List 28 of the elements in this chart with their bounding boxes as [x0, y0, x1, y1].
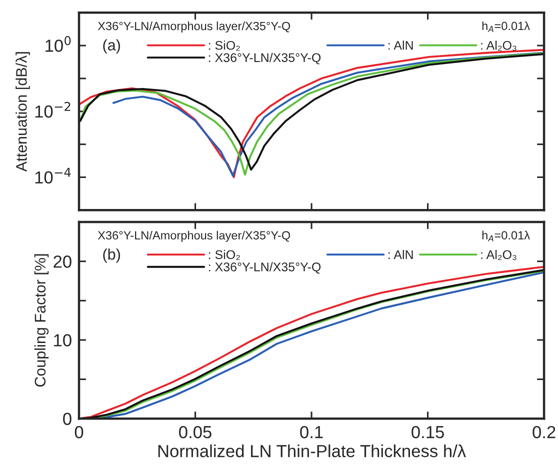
legend-label: : Al₂O₃	[481, 40, 516, 51]
y-tick-label: 10$^{−4}$	[35, 168, 71, 184]
x-tick-label: 0.05	[179, 426, 212, 438]
legend-label: : AlN	[388, 250, 413, 259]
y-axis-title: Coupling Factor [%]	[34, 254, 49, 387]
x-tick-label: 0.1	[300, 426, 323, 438]
annotation: X36°Y-LN/Amorphous layer/X35°Y-Q	[98, 230, 290, 242]
annotation: h$_{A}$=0.01λ	[482, 230, 530, 242]
legend-label: : Al₂O₃	[481, 250, 516, 260]
annotation: X36°Y-LN/Amorphous layer/X35°Y-Q	[98, 22, 290, 33]
y-tick-label: 20	[54, 256, 72, 268]
y-tick-label: 10$^{0}$	[46, 36, 71, 52]
x-tick-label: 0.15	[412, 426, 444, 438]
annotation: (a)	[103, 39, 120, 54]
x-tick-label: 0.2	[532, 426, 556, 438]
legend-label: : SiO₂	[208, 40, 240, 51]
legend-label: : X36°Y-LN/X35°Y-Q	[208, 262, 321, 274]
x-tick-label: 0	[74, 426, 84, 438]
annotation: (b)	[103, 248, 120, 263]
y-axis-title: Attenuation [dB/λ]	[16, 52, 30, 172]
y-tick-label: 10	[54, 334, 72, 346]
annotation: h$_{A}$=0.01λ	[482, 21, 530, 32]
legend-label: : SiO₂	[208, 250, 240, 260]
y-tick-label: 0	[63, 412, 72, 426]
x-axis-title: Normalized LN Thin-Plate Thickness h/λ	[158, 444, 466, 458]
legend-label: : AlN	[388, 40, 413, 50]
y-tick-label: 10$^{−2}$	[35, 102, 70, 118]
legend-label: : X36°Y-LN/X35°Y-Q	[208, 52, 321, 64]
